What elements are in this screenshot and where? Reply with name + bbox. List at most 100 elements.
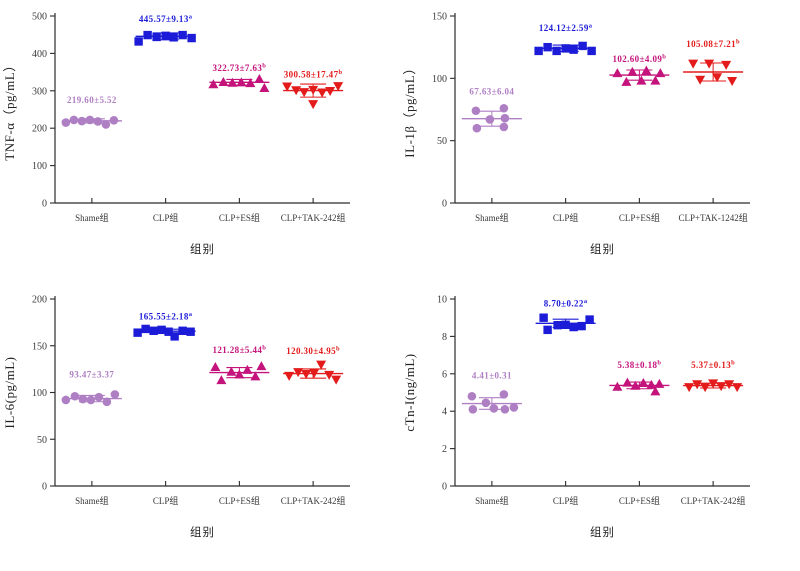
y-axis-title: TNF-α（pg/mL） [2,58,17,160]
x-tick-label: CLP+ES组 [219,212,260,223]
data-point-triangle-up [621,76,632,86]
data-point-circle [78,394,88,404]
data-point-triangle-down [333,82,344,92]
data-point-circle [500,405,510,414]
y-tick-label: 50 [37,435,47,446]
y-tick-label: 50 [437,136,447,147]
panel-ctn-i: 0 2 4 6 8 10 cTn-I(ng/mL) Shame组 CLP组 CLP+ES组 CLP+… [400,283,800,566]
group-annotation: 5.38±0.18b [617,360,661,371]
group-annotation: 102.60±4.09b [612,54,666,64]
data-point-square [157,325,166,335]
group-series: 322.73±7.63b [208,62,270,92]
data-point-circle [489,404,499,413]
y-tick-label: 4 [442,407,447,418]
data-point-triangle-up [655,68,666,78]
x-axis-title: 组别 [190,242,215,256]
data-point-circle [499,390,509,399]
y-tick-label: 150 [432,12,447,23]
data-point-triangle-down [688,59,699,69]
data-point-circle [499,103,509,113]
data-point-square [187,33,196,43]
data-point-triangle-down [695,75,706,85]
data-point-triangle-down [309,369,320,379]
data-point-triangle-up [234,369,245,379]
data-point-square [539,313,548,322]
data-point-square [164,327,173,336]
x-tick-label: CLP+TAK-242组 [681,495,746,506]
data-point-square [578,41,587,51]
data-point-square [577,321,586,331]
x-tick-label: Shame组 [75,212,109,223]
data-point-triangle-down [316,360,327,370]
data-point-square [178,326,187,335]
y-tick-label: 100 [432,74,447,85]
data-point-square [543,42,552,52]
y-tick-label: 200 [32,295,47,306]
data-point-square [569,322,578,332]
y-tick-label: 500 [32,12,47,23]
data-point-triangle-down [708,379,719,389]
data-point-square [178,30,187,40]
y-tick-label: 400 [32,49,47,60]
data-point-triangle-up [236,77,247,87]
group-annotation: 4.41±0.31 [472,371,512,381]
data-point-triangle-down [308,85,319,95]
data-point-triangle-up [245,78,256,88]
data-point-square [553,320,562,330]
data-point-triangle-up [242,364,253,374]
data-point-triangle-down [692,380,703,390]
data-point-circle [61,395,71,405]
y-axis-title: IL-6(pg/mL) [2,357,17,429]
data-point-square [552,46,561,56]
x-tick-label: CLP组 [153,495,179,506]
group-series: 102.60±4.09b [609,54,670,86]
data-point-triangle-up [259,82,270,92]
data-point-square [141,324,150,334]
y-tick-label: 100 [32,388,47,399]
data-point-circle [102,397,112,407]
group-annotation: 8.70±0.22a [544,298,588,309]
data-point-square [170,332,179,341]
data-point-triangle-down [684,383,695,393]
group-series: 300.58±17.47b [282,69,344,110]
data-point-triangle-up [654,378,665,388]
data-point-circle [69,115,79,125]
data-point-triangle-up [638,377,649,387]
data-point-triangle-up [636,75,647,85]
data-point-circle [509,403,519,412]
group-annotation: 165.55±2.18a [139,311,193,322]
data-point-triangle-up [250,371,261,381]
y-tick-label: 0 [42,199,47,210]
group-series: 124.12±2.59a [534,22,596,56]
data-point-circle [101,120,111,129]
x-tick-label: CLP+ES组 [219,495,260,506]
data-point-triangle-down [301,370,312,379]
data-point-square [149,326,158,335]
data-point-triangle-up [254,74,265,84]
x-axis-title: 组别 [190,525,215,539]
group-series: 5.37±0.13b [683,360,744,393]
data-point-triangle-up [612,68,623,78]
group-series: 445.57±9.13a [134,13,196,46]
data-point-triangle-up [627,66,638,76]
data-point-triangle-down [712,73,723,83]
data-point-square [152,32,161,42]
data-point-triangle-down [299,88,310,98]
data-point-triangle-up [612,381,623,391]
y-tick-label: 0 [442,199,447,210]
x-tick-label: Shame组 [475,212,509,223]
group-series: 4.41±0.31 [461,371,522,414]
data-point-circle [467,391,477,401]
x-tick-label: CLP组 [553,212,579,223]
group-series: 5.38±0.18b [609,360,670,396]
data-point-triangle-up [256,361,267,371]
scatter-chart: 0 50 100 150 200 IL-6(pg/mL) Shame组 CLP组 CLP+ES组… [2,295,350,539]
data-point-triangle-up [650,75,661,85]
data-point-square [143,30,152,40]
group-annotation: 124.12±2.59a [539,22,593,33]
data-point-triangle-up [641,65,652,75]
data-point-triangle-down [716,382,727,392]
x-tick-label: CLP+TAK-242组 [281,212,346,223]
group-series: 219.60±5.52 [61,95,122,129]
data-point-triangle-down [727,77,738,87]
